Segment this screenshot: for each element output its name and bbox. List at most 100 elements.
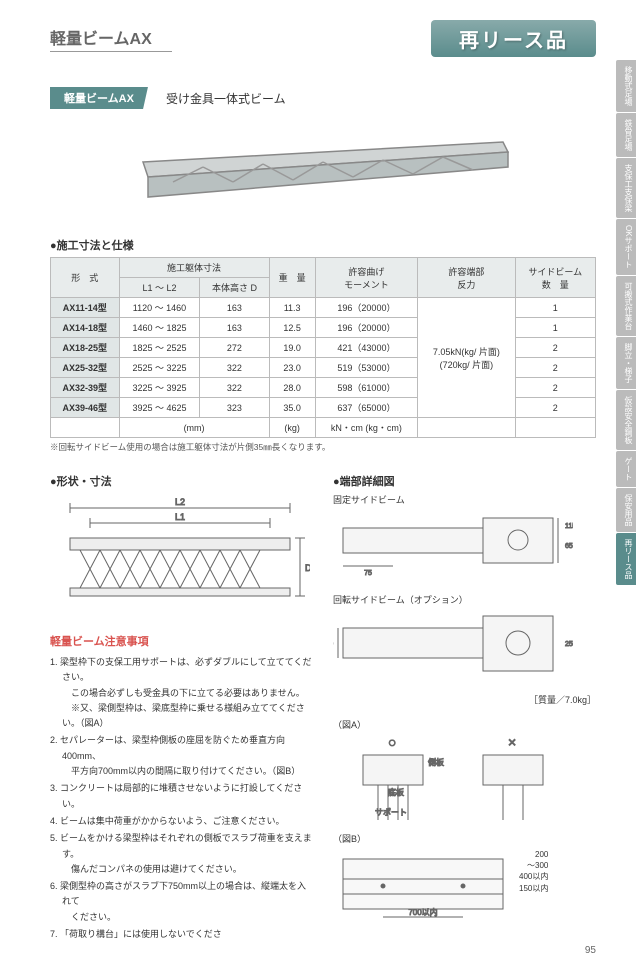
cell-w: 28.0 (269, 378, 315, 398)
unit-moment: kN・cm (kg・cm) (315, 418, 417, 438)
notice-item: 4. ビームは集中荷重がかからないよう、ご注意ください。 (50, 814, 313, 829)
cell-s: 2 (515, 338, 595, 358)
svg-text:L2: L2 (175, 497, 185, 507)
cell-s: 2 (515, 378, 595, 398)
cell-m: 421（43000） (315, 338, 417, 358)
side-tab[interactable]: 鉄骨足場 (616, 113, 636, 157)
spec-table: 形 式 施工躯体寸法 重 量 許容曲げ モーメント 許容端部 反力 サイドビーム… (50, 257, 596, 438)
side-tab[interactable]: 仮設安全鋼板 (616, 390, 636, 450)
svg-text:D: D (305, 563, 310, 573)
col-sidebeam: サイドビーム 数 量 (515, 258, 595, 298)
cell-model: AX32-39型 (51, 378, 120, 398)
unit-kg: (kg) (269, 418, 315, 438)
cell-w: 23.0 (269, 358, 315, 378)
col-height-d: 本体高さ D (200, 278, 269, 298)
product-desc: 受け金具一体式ビーム (166, 90, 286, 107)
cell-s: 1 (515, 318, 595, 338)
cell-model: AX18-25型 (51, 338, 120, 358)
table-row: AX11-14型 1120 ～ 1460 163 11.3 196（20000）… (51, 298, 596, 318)
unit-blank2 (418, 418, 515, 438)
fig-a-drawing: ○ × 側板 底板 サポート (333, 735, 596, 828)
shape-drawing: L2 L1 (50, 493, 313, 623)
cell-l: 3225 ～ 3925 (119, 378, 200, 398)
notice-list: 1. 梁型枠下の支保工用サポートは、必ずダブルにして立ててください。 この場合必… (50, 655, 313, 942)
cell-w: 12.5 (269, 318, 315, 338)
fig-b-dims: 200 ～300 400以内 150以内 (519, 849, 548, 919)
page-title-left: 軽量ビームAX (50, 25, 172, 52)
cell-l: 2525 ～ 3225 (119, 358, 200, 378)
cell-d: 323 (200, 398, 269, 418)
notice-item: 6. 梁側型枠の高さがスラブ下750mm以上の場合は、縦端太を入れて ください。 (50, 879, 313, 925)
unit-blank (51, 418, 120, 438)
shape-heading: ●形状・寸法 (50, 473, 313, 489)
notice-item: 5. ビームをかける梁型枠はそれぞれの側板でスラブ荷重を支えます。 傷んだコンパ… (50, 831, 313, 877)
svg-text:115: 115 (565, 523, 573, 530)
unit-mm: (mm) (119, 418, 269, 438)
cell-d: 163 (200, 298, 269, 318)
cell-w: 11.3 (269, 298, 315, 318)
cell-d: 322 (200, 358, 269, 378)
notice-item: 3. コンクリートは局部的に堆積させないように打設してください。 (50, 781, 313, 812)
cell-w: 35.0 (269, 398, 315, 418)
col-body-dim: 施工躯体寸法 (119, 258, 269, 278)
mass-label: ［質量／7.0kg］ (333, 693, 596, 706)
page-number: 95 (585, 945, 596, 956)
notice-title: 軽量ビーム注意事項 (50, 633, 313, 649)
cell-model: AX25-32型 (51, 358, 120, 378)
cell-model: AX11-14型 (51, 298, 120, 318)
side-tab[interactable]: 移動式足場 (616, 60, 636, 112)
side-tab[interactable]: 可搬式作業台 (616, 276, 636, 336)
notice-item: 7. 「荷取り構台」には使用しないでくださ (50, 927, 313, 942)
cell-l: 3925 ～ 4625 (119, 398, 200, 418)
side-tab[interactable]: 脚立・梯子 (616, 337, 636, 389)
side-tab[interactable]: ゲート (616, 451, 636, 487)
detail-heading: ●端部詳細図 (333, 473, 596, 489)
svg-text:×: × (508, 735, 516, 750)
beam-illustration (50, 117, 596, 227)
rotate-sidebeam-label: 回転サイドビーム（オプション） (333, 593, 596, 606)
fixed-sidebeam-drawing: 75 115 65 (333, 508, 596, 581)
side-tab[interactable]: 再リース品 (616, 533, 636, 585)
cell-l: 1120 ～ 1460 (119, 298, 200, 318)
spec-note: ※回転サイドビーム使用の場合は施工躯体寸法が片側35㎜長くなります。 (50, 441, 596, 453)
cell-d: 163 (200, 318, 269, 338)
notice-item: 2. セパレーターは、梁型枠側板の座屈を防ぐため垂直方向400mm、 平方向70… (50, 733, 313, 779)
cell-w: 19.0 (269, 338, 315, 358)
col-reaction: 許容端部 反力 (418, 258, 515, 298)
spec-heading: ●施工寸法と仕様 (50, 237, 596, 253)
cell-m: 598（61000） (315, 378, 417, 398)
side-tab[interactable]: 支保工支保梁 (616, 158, 636, 218)
cell-s: 2 (515, 358, 595, 378)
cell-s: 2 (515, 398, 595, 418)
col-weight: 重 量 (269, 258, 315, 298)
cell-l: 1825 ～ 2525 (119, 338, 200, 358)
cell-m: 519（53000） (315, 358, 417, 378)
cell-model: AX14-18型 (51, 318, 120, 338)
cell-d: 322 (200, 378, 269, 398)
svg-text:75: 75 (364, 570, 372, 577)
svg-text:L1: L1 (175, 512, 185, 522)
cell-l: 1460 ～ 1825 (119, 318, 200, 338)
rotate-sidebeam-drawing: 170 255 (333, 608, 596, 691)
svg-text:底板: 底板 (388, 787, 404, 797)
fig-a-label: （図A） (333, 718, 596, 731)
svg-text:○: ○ (388, 735, 396, 750)
col-l1l2: L1 ～ L2 (119, 278, 200, 298)
cell-m: 196（20000） (315, 318, 417, 338)
col-moment: 許容曲げ モーメント (315, 258, 417, 298)
side-tab[interactable]: 保安用品 (616, 488, 636, 532)
unit-blank3 (515, 418, 595, 438)
fig-b-label: （図B） (333, 832, 596, 845)
svg-text:側板: 側板 (428, 757, 444, 767)
cell-d: 272 (200, 338, 269, 358)
side-tab[interactable]: OKサポート (616, 219, 636, 275)
col-model: 形 式 (51, 258, 120, 298)
cell-model: AX39-46型 (51, 398, 120, 418)
svg-text:255: 255 (565, 641, 573, 648)
subheader: 軽量ビームAX 受け金具一体式ビーム (50, 87, 596, 109)
side-tabs: 移動式足場鉄骨足場支保工支保梁OKサポート可搬式作業台脚立・梯子仮設安全鋼板ゲー… (616, 60, 636, 586)
notice-item: 1. 梁型枠下の支保工用サポートは、必ずダブルにして立ててください。 この場合必… (50, 655, 313, 731)
product-tag: 軽量ビームAX (50, 87, 148, 109)
fig-b-drawing: 700以内 200 ～300 400以内 150以内 (333, 849, 596, 919)
svg-text:65: 65 (565, 543, 573, 550)
